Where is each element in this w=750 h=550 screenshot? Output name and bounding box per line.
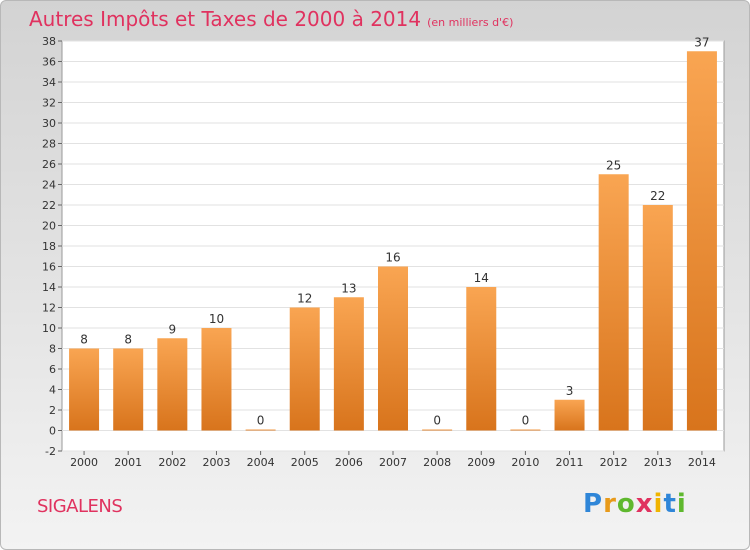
bar [289,307,320,431]
bar-value-label: 12 [297,292,312,306]
x-tick-label: 2003 [202,456,230,469]
x-tick-label: 2002 [158,456,186,469]
x-tick-label: 2009 [467,456,495,469]
chart-subtitle: (en milliers d'€) [427,16,514,29]
y-tick-label: 4 [49,384,56,397]
bar-value-label: 0 [433,414,441,428]
proxiti-logo: Proxiti [583,489,687,519]
bar-value-label: 25 [606,158,621,172]
x-tick-label: 2004 [247,456,275,469]
y-tick-label: 12 [42,302,56,315]
y-tick-label: 8 [49,343,56,356]
y-tick-label: 20 [42,220,56,233]
x-tick-label: 2012 [600,456,628,469]
y-tick-label: 22 [42,199,56,212]
x-tick-label: 2005 [291,456,319,469]
x-tick-label: 2007 [379,456,407,469]
bar-value-label: 37 [694,35,709,49]
x-tick-label: 2001 [114,456,142,469]
x-tick-label: 2014 [688,456,716,469]
y-tick-label: 28 [42,138,56,151]
y-tick-label: 26 [42,158,56,171]
bar [245,429,276,431]
bar [69,348,100,431]
bar-value-label: 10 [209,312,224,326]
bar-value-label: 0 [257,414,265,428]
bar-value-label: 0 [522,414,530,428]
commune-name: SIGALENS [37,496,123,517]
bar-value-label: 8 [124,333,132,347]
x-tick-label: 2013 [644,456,672,469]
x-tick-label: 2006 [335,456,363,469]
bar-value-label: 9 [169,322,177,336]
bar-value-label: 3 [566,384,574,398]
y-tick-label: 30 [42,117,56,130]
x-tick-label: 2000 [70,456,98,469]
bar [422,429,453,431]
y-tick-label: 0 [49,425,56,438]
x-tick-label: 2010 [511,456,539,469]
y-tick-label: 2 [49,404,56,417]
bar [554,399,585,431]
bar-value-label: 8 [80,333,88,347]
y-tick-label: 38 [42,35,56,48]
bar [466,287,497,431]
y-tick-label: 6 [49,363,56,376]
y-tick-label: 18 [42,240,56,253]
bar [333,297,364,431]
y-tick-label: 32 [42,97,56,110]
bar-value-label: 14 [474,271,489,285]
bar [157,338,188,431]
bar [378,266,408,431]
bar-value-label: 13 [341,281,356,295]
y-tick-label: 34 [42,76,56,89]
y-tick-label: 10 [42,322,56,335]
y-tick-label: 14 [42,281,56,294]
y-tick-label: -2 [45,445,56,458]
x-tick-label: 2011 [556,456,584,469]
y-tick-label: 16 [42,261,56,274]
chart-title: Autres Impôts et Taxes de 2000 à 2014 (en… [29,7,514,31]
y-tick-label: 24 [42,179,56,192]
bar [113,348,144,431]
x-tick-label: 2008 [423,456,451,469]
bar [642,205,673,431]
bar-value-label: 16 [385,251,400,265]
bar [686,51,717,431]
y-tick-label: 36 [42,56,56,69]
bar [510,429,541,431]
bar [598,174,629,431]
bar-value-label: 22 [650,189,665,203]
bar [201,328,232,431]
